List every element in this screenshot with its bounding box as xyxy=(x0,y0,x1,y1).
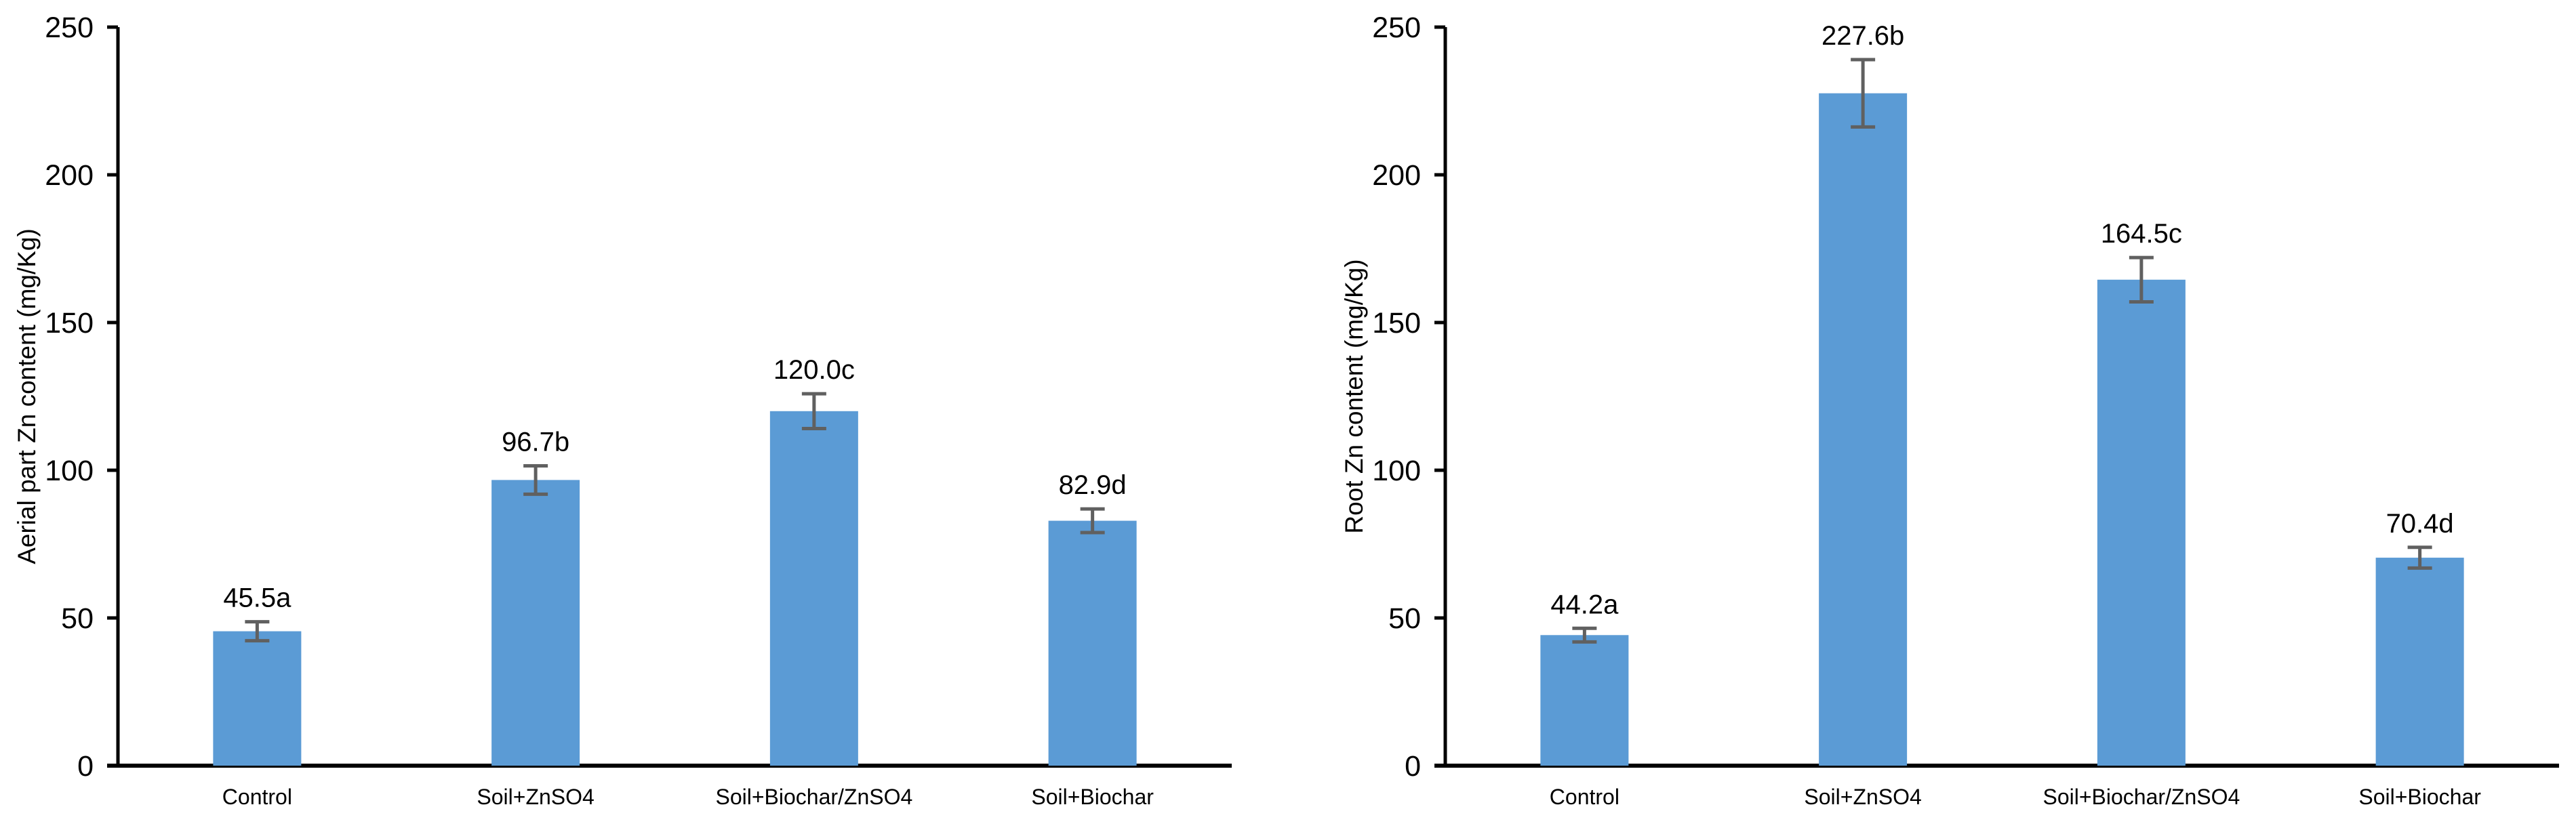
bar xyxy=(1819,93,1908,766)
category-label: Soil+Biochar xyxy=(1031,785,1154,809)
y-tick-label: 200 xyxy=(45,159,94,192)
data-label: 44.2a xyxy=(1550,589,1619,619)
bar xyxy=(491,480,580,766)
y-tick-label: 250 xyxy=(1372,12,1421,44)
category-label: Soil+ZnSO4 xyxy=(477,785,594,809)
category-label: Control xyxy=(1550,785,1619,809)
category-label: Soil+Biochar/ZnSO4 xyxy=(715,785,912,809)
category-label: Soil+ZnSO4 xyxy=(1804,785,1921,809)
bar xyxy=(2375,558,2464,766)
y-tick-label: 50 xyxy=(61,602,94,635)
category-label: Soil+Biochar/ZnSO4 xyxy=(2042,785,2240,809)
y-tick-label: 150 xyxy=(45,307,94,339)
y-tick-label: 250 xyxy=(45,12,94,44)
y-tick-label: 150 xyxy=(1372,307,1421,339)
y-tick-label: 100 xyxy=(1372,455,1421,487)
bar xyxy=(1540,635,1629,766)
data-label: 164.5c xyxy=(2101,219,2182,249)
y-axis-title: Aerial part Zn content (mg/Kg) xyxy=(13,228,41,564)
data-label: 96.7b xyxy=(502,427,569,457)
root-zn-chart: 0 50 100 150 200 250 Root Zn content (mg/Kg) 44… xyxy=(1340,12,2559,809)
y-tick-label: 200 xyxy=(1372,159,1421,192)
y-tick-label: 50 xyxy=(1388,602,1421,635)
y-axis-title: Root Zn content (mg/Kg) xyxy=(1340,259,1368,533)
y-tick-label: 0 xyxy=(77,750,94,783)
data-label: 82.9d xyxy=(1059,470,1127,500)
data-label: 227.6b xyxy=(1822,21,1904,51)
bar xyxy=(1048,520,1137,766)
data-label: 45.5a xyxy=(223,583,291,613)
category-label: Soil+Biochar xyxy=(2358,785,2481,809)
bar xyxy=(2097,279,2186,766)
bar xyxy=(213,631,302,766)
data-label: 120.0c xyxy=(773,355,855,385)
category-label: Control xyxy=(222,785,292,809)
bar xyxy=(769,411,858,766)
y-tick-label: 100 xyxy=(45,455,94,487)
aerial-zn-chart: 0 50 100 150 200 250 Aerial part Zn content (m… xyxy=(13,12,1232,809)
data-label: 70.4d xyxy=(2386,509,2454,539)
y-tick-label: 0 xyxy=(1405,750,1421,783)
